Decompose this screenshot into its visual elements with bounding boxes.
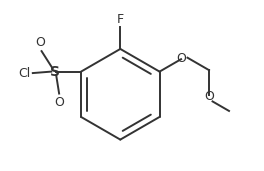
Text: O: O — [177, 52, 187, 65]
Text: S: S — [50, 65, 60, 79]
Text: O: O — [54, 96, 64, 109]
Text: O: O — [35, 36, 45, 49]
Text: Cl: Cl — [18, 67, 30, 80]
Text: F: F — [117, 12, 124, 25]
Text: O: O — [205, 90, 215, 103]
